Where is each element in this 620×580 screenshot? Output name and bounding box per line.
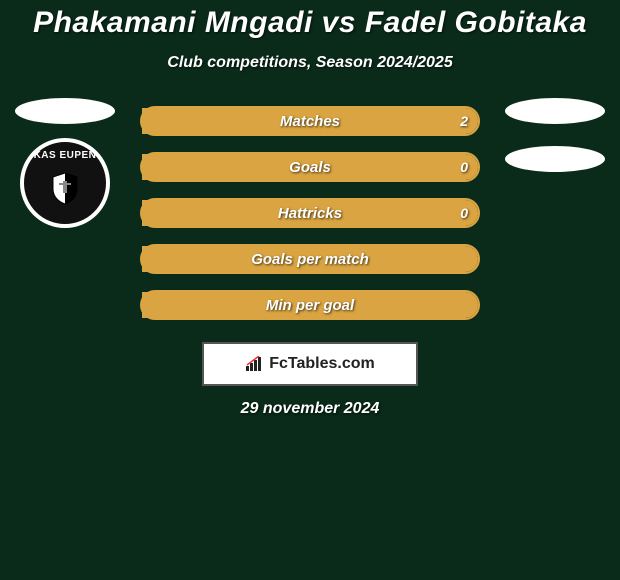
shield-icon [50,171,80,205]
stat-row: Hattricks 0 [140,198,480,228]
stat-value-right: 0 [460,159,468,175]
subtitle: Club competitions, Season 2024/2025 [0,54,620,72]
country-oval-right-1 [505,98,605,124]
branding-box: FcTables.com [202,342,418,386]
left-column: KAS EUPEN [10,98,120,228]
stat-rows: Matches 2 Goals 0 Hattricks 0 Goals per match M… [140,106,480,320]
stat-value-right: 0 [460,205,468,221]
stat-row: Goals per match [140,244,480,274]
stat-value-right: 2 [460,113,468,129]
stat-label: Matches [280,113,340,130]
stat-row: Goals 0 [140,152,480,182]
stat-row: Min per goal [140,290,480,320]
club-badge-left: KAS EUPEN [20,138,110,228]
stat-label: Min per goal [266,297,354,314]
stat-label: Goals [289,159,331,176]
root: Phakamani Mngadi vs Fadel Gobitaka Club … [0,0,620,418]
club-name-left: KAS EUPEN [34,150,97,161]
right-column [500,98,610,172]
chart-icon [245,356,265,372]
country-oval-right-2 [505,146,605,172]
branding-text: FcTables.com [269,355,375,373]
stat-row: Matches 2 [140,106,480,136]
stat-label: Goals per match [251,251,369,268]
country-oval-left [15,98,115,124]
comparison-area: KAS EUPEN Matches2Goals0Hattricks0Goals … [0,106,620,320]
page-title: Phakamani Mngadi vs Fadel Gobitaka [0,6,620,40]
stat-label: Hattricks [278,205,342,222]
date-text: 29 november 2024 [0,400,620,418]
